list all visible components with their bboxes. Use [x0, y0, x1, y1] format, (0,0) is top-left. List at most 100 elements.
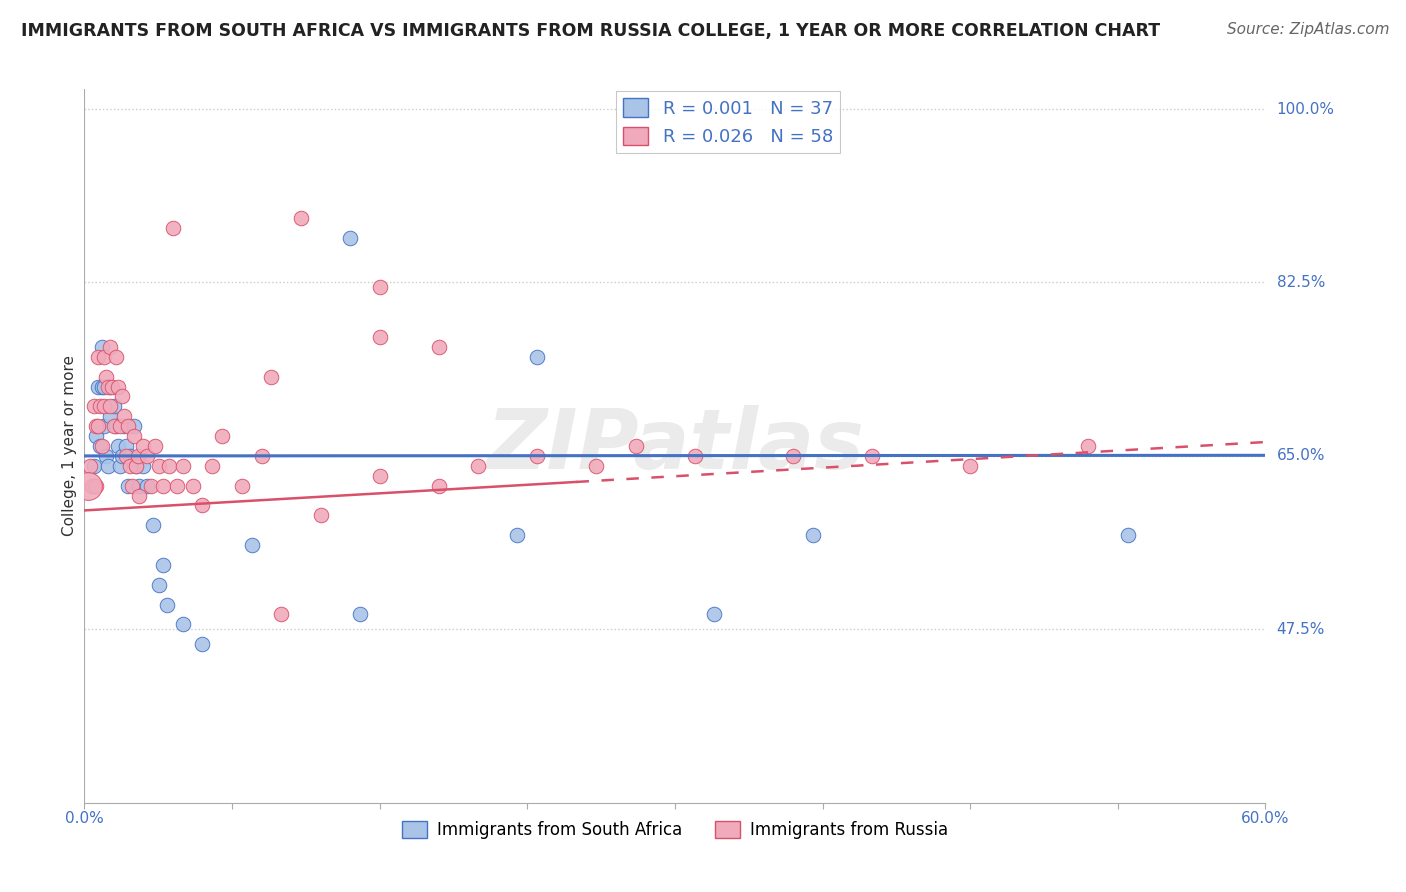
Point: [79, 458, 101, 473]
Point: [136, 449, 159, 463]
Point: [231, 478, 253, 492]
Point: [121, 478, 143, 492]
Point: [83, 458, 105, 473]
Point: [136, 478, 159, 492]
Point: [132, 439, 155, 453]
Point: [108, 419, 131, 434]
Point: [191, 637, 214, 651]
Point: [1116, 528, 1139, 542]
Point: [427, 478, 450, 492]
Point: [309, 508, 332, 523]
Point: [103, 419, 125, 434]
Point: [143, 439, 166, 453]
Point: [111, 389, 134, 403]
Point: [118, 458, 141, 473]
Point: [128, 478, 150, 492]
Point: [148, 578, 170, 592]
Text: IMMIGRANTS FROM SOUTH AFRICA VS IMMIGRANTS FROM RUSSIA COLLEGE, 1 YEAR OR MORE C: IMMIGRANTS FROM SOUTH AFRICA VS IMMIGRAN…: [21, 22, 1160, 40]
Point: [108, 458, 131, 473]
Point: [142, 518, 165, 533]
Point: [93, 350, 115, 364]
Point: [97, 458, 120, 473]
Point: [290, 211, 312, 225]
Point: [98, 409, 121, 424]
Point: [89, 439, 111, 453]
Point: [172, 617, 194, 632]
Point: [91, 439, 114, 453]
Point: [703, 607, 725, 622]
Point: [166, 478, 188, 492]
Point: [91, 379, 114, 393]
Point: [156, 598, 179, 612]
Point: [93, 419, 115, 434]
Text: 0.0%: 0.0%: [65, 811, 104, 826]
Point: [162, 221, 184, 235]
Point: [103, 400, 125, 414]
Point: [349, 607, 371, 622]
Point: [87, 419, 110, 434]
Point: [94, 449, 117, 463]
Text: 47.5%: 47.5%: [1277, 622, 1324, 637]
Point: [122, 419, 145, 434]
Point: [107, 439, 129, 453]
Point: [181, 478, 204, 492]
Point: [111, 449, 134, 463]
Point: [98, 340, 121, 354]
Point: [89, 400, 111, 414]
Point: [368, 280, 391, 294]
Point: [87, 379, 110, 393]
Point: [467, 458, 489, 473]
Point: [132, 458, 155, 473]
Text: 100.0%: 100.0%: [1277, 102, 1334, 117]
Point: [127, 449, 149, 463]
Point: [211, 429, 233, 443]
Point: [1077, 439, 1099, 453]
Point: [112, 419, 135, 434]
Point: [83, 400, 105, 414]
Point: [98, 379, 121, 393]
Point: [585, 458, 607, 473]
Point: [114, 449, 136, 463]
Point: [506, 528, 529, 542]
Text: 65.0%: 65.0%: [1277, 449, 1324, 464]
Y-axis label: College, 1 year or more: College, 1 year or more: [62, 356, 77, 536]
Point: [368, 330, 391, 344]
Point: [128, 489, 150, 503]
Point: [124, 458, 146, 473]
Point: [624, 439, 647, 453]
Point: [250, 449, 273, 463]
Point: [148, 458, 170, 473]
Point: [84, 478, 107, 492]
Point: [112, 409, 135, 424]
Point: [260, 369, 283, 384]
Point: [118, 449, 141, 463]
Point: [94, 369, 117, 384]
Point: [152, 558, 174, 572]
Point: [270, 607, 292, 622]
Point: [172, 458, 194, 473]
Text: ZIPatlas: ZIPatlas: [486, 406, 863, 486]
Text: 82.5%: 82.5%: [1277, 275, 1324, 290]
Point: [959, 458, 981, 473]
Point: [801, 528, 824, 542]
Point: [93, 400, 115, 414]
Point: [77, 478, 100, 492]
Point: [82, 478, 104, 492]
Point: [141, 478, 163, 492]
Point: [368, 468, 391, 483]
Point: [782, 449, 804, 463]
Point: [124, 458, 146, 473]
Point: [526, 449, 548, 463]
Point: [93, 379, 115, 393]
Point: [860, 449, 883, 463]
Point: [240, 538, 263, 552]
Point: [526, 350, 548, 364]
Point: [87, 350, 110, 364]
Point: [104, 350, 127, 364]
Text: Source: ZipAtlas.com: Source: ZipAtlas.com: [1226, 22, 1389, 37]
Point: [122, 429, 145, 443]
Point: [104, 419, 127, 434]
Point: [97, 379, 120, 393]
Point: [107, 379, 129, 393]
Point: [683, 449, 706, 463]
